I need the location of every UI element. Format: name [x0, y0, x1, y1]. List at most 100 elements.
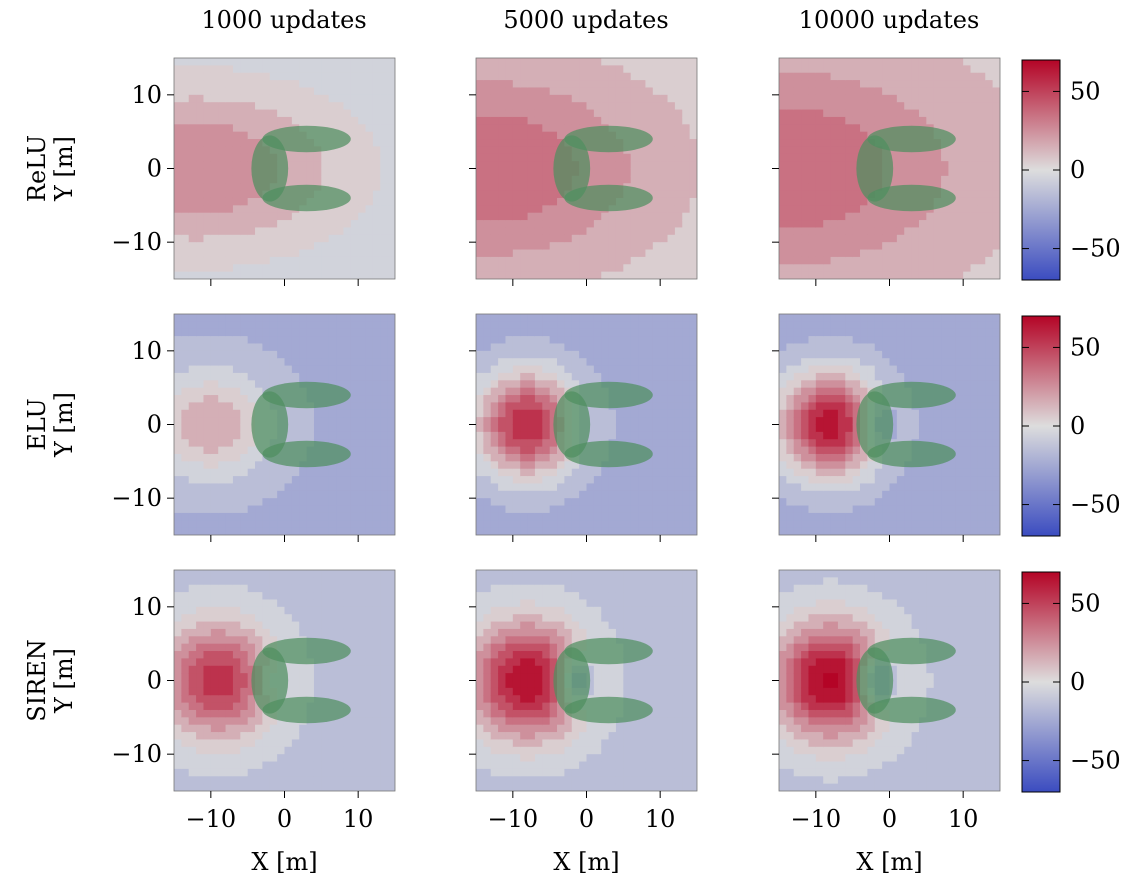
heatmap-cell	[247, 387, 256, 396]
heatmap-cell	[350, 350, 359, 359]
heatmap-cell	[210, 190, 219, 199]
heatmap-cell	[615, 234, 624, 243]
heatmap-cell	[542, 249, 551, 258]
heatmap-cell	[689, 505, 697, 514]
heatmap-cell	[674, 256, 683, 265]
heatmap-cell	[860, 520, 868, 529]
heatmap-cell	[779, 131, 787, 140]
heatmap-cell	[232, 264, 241, 273]
heatmap-cell	[985, 249, 994, 258]
heatmap-cell	[210, 242, 219, 251]
heatmap-cell	[689, 197, 697, 206]
heatmap-cell	[520, 350, 529, 359]
heatmap-cell	[174, 271, 182, 279]
heatmap-cell	[830, 468, 839, 477]
heatmap-cell	[380, 139, 389, 147]
heatmap-cell	[852, 402, 861, 411]
heatmap-cell	[867, 476, 876, 485]
heatmap-cell	[232, 461, 241, 470]
heatmap-cell	[174, 520, 182, 529]
heatmap-cell	[571, 328, 580, 337]
heatmap-cell	[564, 365, 573, 374]
heatmap-cell	[963, 161, 972, 170]
heatmap-cell	[837, 234, 846, 243]
heatmap-cell	[779, 124, 787, 133]
heatmap-cell	[188, 387, 197, 396]
heatmap-cell	[313, 80, 322, 89]
heatmap-cell	[992, 58, 1000, 66]
heatmap-cell	[786, 205, 795, 214]
heatmap-cell	[564, 256, 573, 265]
heatmap-cell	[505, 183, 514, 192]
heatmap-cell	[682, 468, 691, 477]
heatmap-cell	[380, 365, 389, 374]
heatmap-cell	[557, 116, 565, 125]
heatmap-cell	[786, 146, 795, 155]
heatmap-cell	[358, 321, 367, 330]
heatmap-cell	[571, 314, 580, 322]
heatmap-cell	[520, 358, 529, 367]
heatmap-cell	[874, 365, 883, 374]
heatmap-cell	[476, 242, 484, 251]
heatmap-cell	[476, 146, 484, 155]
heatmap-cell	[247, 476, 256, 485]
heatmap-cell	[188, 446, 197, 455]
heatmap-cell	[291, 350, 300, 359]
heatmap-cell	[505, 490, 514, 499]
heatmap-cell	[321, 87, 330, 96]
heatmap-cell	[277, 58, 286, 66]
heatmap-cell	[682, 153, 691, 162]
heatmap-cell	[188, 197, 197, 206]
heatmap-cell	[593, 476, 602, 485]
heatmap-cell	[786, 212, 795, 221]
heatmap-cell	[860, 380, 868, 389]
heatmap-cell	[542, 468, 551, 477]
heatmap-cell	[527, 116, 536, 125]
heatmap-cell	[343, 380, 352, 389]
heatmap-cell	[490, 65, 499, 74]
heatmap-cell	[652, 336, 661, 345]
heatmap-cell	[793, 190, 802, 199]
heatmap-cell	[933, 65, 942, 74]
heatmap-cell	[682, 271, 691, 279]
heatmap-cell	[645, 249, 654, 258]
heatmap-cell	[505, 314, 514, 322]
heatmap-cell	[358, 65, 367, 74]
heatmap-cell	[490, 512, 499, 521]
y-tick-label: 10	[131, 337, 162, 365]
heatmap-cell	[801, 365, 810, 374]
heatmap-cell	[586, 314, 595, 322]
heatmap-cell	[520, 439, 529, 448]
heatmap-cell	[218, 124, 227, 133]
heatmap-cell	[837, 131, 846, 140]
heatmap-cell	[615, 102, 624, 111]
heatmap-cell	[896, 94, 905, 103]
heatmap-cell	[380, 498, 389, 507]
heatmap-cell	[203, 446, 212, 455]
heatmap-cell	[852, 131, 861, 140]
heatmap-cell	[343, 439, 352, 448]
heatmap-cell	[240, 461, 249, 470]
heatmap-cell	[815, 358, 824, 367]
heatmap-cell	[970, 102, 979, 111]
heatmap-cell	[483, 476, 492, 485]
heatmap-cell	[786, 439, 795, 448]
heatmap-cell	[815, 365, 824, 374]
heatmap-cell	[277, 65, 286, 74]
heatmap-cell	[860, 94, 868, 103]
heatmap-cell	[860, 227, 868, 236]
heatmap-cell	[882, 212, 891, 221]
heatmap-cell	[336, 205, 345, 214]
heatmap-cell	[527, 72, 536, 81]
heatmap-cell	[490, 424, 499, 433]
heatmap-cell	[262, 205, 271, 214]
heatmap-cell	[527, 395, 536, 403]
heatmap-cell	[380, 446, 389, 455]
heatmap-cell	[786, 350, 795, 359]
heatmap-cell	[904, 212, 913, 221]
heatmap-cell	[188, 476, 197, 485]
heatmap-cell	[918, 161, 927, 170]
heatmap-cell	[328, 527, 337, 535]
heatmap-cell	[174, 446, 182, 455]
heatmap-cell	[372, 124, 381, 133]
